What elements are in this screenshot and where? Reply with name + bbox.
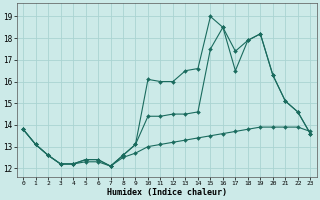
X-axis label: Humidex (Indice chaleur): Humidex (Indice chaleur) xyxy=(107,188,227,197)
